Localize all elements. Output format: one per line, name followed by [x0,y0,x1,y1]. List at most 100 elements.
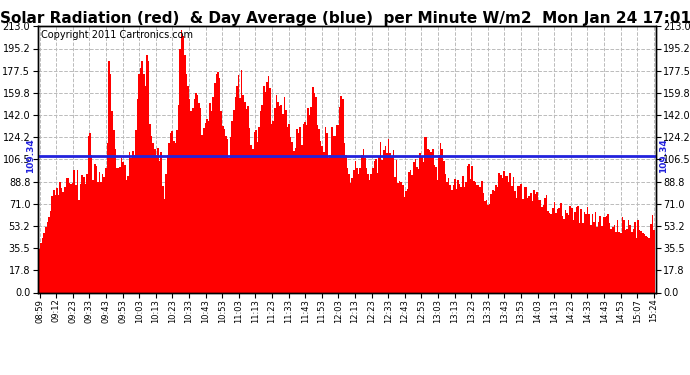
Bar [369,180,371,292]
Bar [596,227,598,292]
Bar [86,174,88,292]
Bar [544,198,546,292]
Bar [182,36,184,292]
Bar [55,195,56,292]
Bar [651,215,653,292]
Bar [451,190,453,292]
Bar [146,55,148,292]
Bar [457,180,459,292]
Bar [466,166,469,292]
Bar [322,146,323,292]
Bar [208,121,209,292]
Bar [373,161,375,292]
Bar [634,222,635,292]
Text: 109.34: 109.34 [659,138,668,173]
Bar [633,229,634,292]
Bar [290,137,291,292]
Bar [293,151,295,292]
Bar [213,97,214,292]
Bar [617,220,618,292]
Bar [484,201,486,292]
Bar [110,74,111,292]
Bar [102,174,103,292]
Bar [611,229,612,292]
Bar [526,198,529,292]
Bar [410,170,411,292]
Bar [115,149,116,292]
Bar [568,215,569,292]
Bar [631,232,633,292]
Bar [287,127,288,292]
Bar [601,226,602,292]
Bar [364,158,366,292]
Bar [498,173,500,292]
Text: Solar Radiation (red)  & Day Average (blue)  per Minute W/m2  Mon Jan 24 17:01: Solar Radiation (red) & Day Average (blu… [0,11,690,26]
Bar [118,168,119,292]
Bar [320,141,322,292]
Bar [310,107,312,292]
Bar [179,49,181,292]
Bar [43,232,45,292]
Bar [397,183,399,292]
Bar [562,216,563,292]
Bar [40,243,42,292]
Bar [557,209,558,292]
Bar [66,178,67,292]
Bar [75,185,77,292]
Bar [481,181,482,292]
Bar [604,217,606,292]
Bar [203,128,204,292]
Bar [228,158,230,292]
Bar [204,123,206,292]
Bar [350,183,351,292]
Bar [246,109,247,292]
Bar [69,183,70,292]
Bar [173,141,175,292]
Bar [67,178,69,292]
Bar [642,233,644,292]
Bar [459,184,460,292]
Bar [347,168,348,292]
Bar [647,237,649,292]
Bar [518,186,519,292]
Bar [382,160,383,292]
Bar [304,122,306,292]
Bar [361,155,362,292]
Text: Copyright 2011 Cartronics.com: Copyright 2011 Cartronics.com [41,30,193,40]
Bar [253,132,255,292]
Bar [475,182,476,292]
Bar [273,121,274,292]
Bar [339,107,340,292]
Bar [355,161,356,292]
Bar [627,229,628,292]
Bar [189,99,190,292]
Bar [344,142,345,292]
Bar [511,186,513,292]
Bar [514,190,515,292]
Bar [470,178,471,292]
Bar [538,201,540,292]
Bar [45,227,47,292]
Bar [433,165,435,292]
Bar [59,182,61,292]
Bar [145,86,146,292]
Bar [280,105,282,292]
Bar [535,194,536,292]
Bar [137,99,138,292]
Bar [295,148,296,292]
Bar [318,129,320,292]
Bar [97,182,99,292]
Bar [443,161,444,292]
Bar [520,184,522,292]
Bar [547,211,549,292]
Bar [420,153,421,292]
Bar [566,213,568,292]
Bar [573,220,574,292]
Bar [255,130,257,292]
Bar [302,124,304,292]
Bar [53,190,55,292]
Bar [80,184,81,292]
Bar [378,156,380,292]
Bar [269,88,271,292]
Bar [575,207,578,292]
